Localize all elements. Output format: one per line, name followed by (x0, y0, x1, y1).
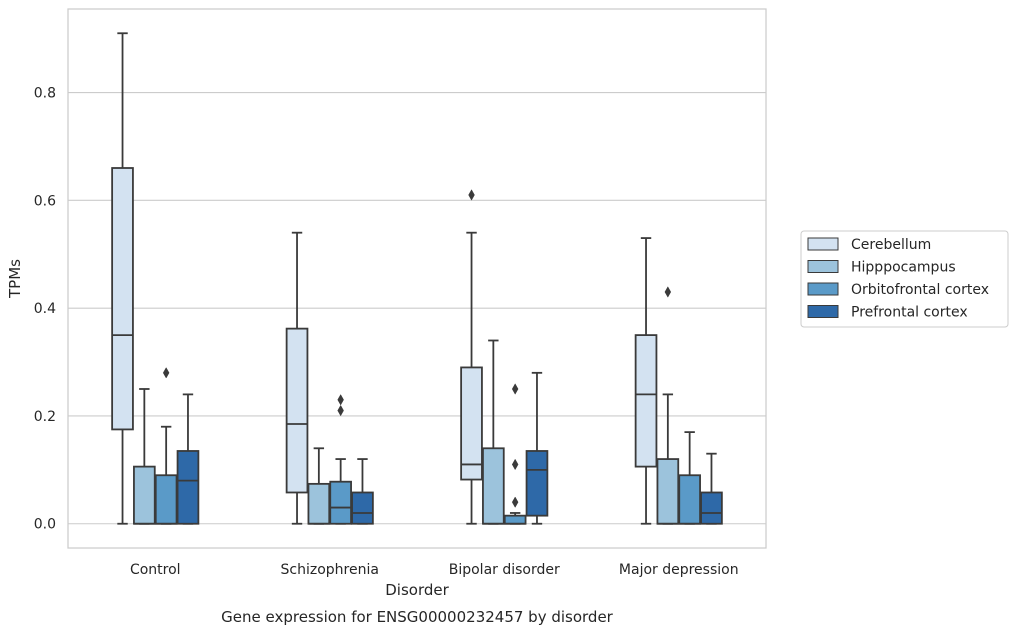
box-group (176, 393, 200, 525)
legend-label: Cerebellum (851, 237, 931, 253)
box-group (329, 394, 352, 525)
x-tick-label: Schizophrenia (281, 562, 379, 578)
box-group (656, 286, 680, 525)
legend-swatch (807, 260, 839, 273)
box (133, 465, 156, 525)
box-group (285, 231, 309, 525)
plot-area-frame (67, 8, 767, 549)
legend-label: Prefrontal cortex (851, 305, 968, 321)
outlier-point (162, 367, 170, 379)
outlier-point (664, 286, 672, 298)
box (285, 327, 309, 494)
boxes (111, 32, 723, 525)
legend-items: Cerebellum Hipppocampus Orbitofrontal cort… (807, 237, 989, 321)
legend-frame (800, 230, 1009, 328)
outlier-point (468, 189, 475, 201)
chart-caption: Gene expression for ENSG00000232457 by d… (221, 608, 614, 626)
legend-label: Orbitofrontal cortex (851, 282, 989, 298)
box-group (700, 452, 723, 525)
y-axis-label: TPMs (6, 259, 24, 299)
box (525, 450, 549, 517)
box (176, 450, 200, 525)
x-tick-label: Bipolar disorder (449, 562, 560, 578)
box (329, 480, 352, 525)
box-group (634, 237, 658, 525)
box (482, 447, 505, 525)
y-tick-label: 0.2 (34, 409, 56, 425)
box (503, 514, 527, 525)
box (700, 491, 723, 525)
box-group (307, 447, 331, 525)
legend-swatch (807, 237, 839, 251)
box-group (154, 367, 178, 525)
box (307, 482, 331, 525)
box (154, 474, 178, 525)
x-tick-label: Control (130, 562, 181, 578)
y-tick-label: 0.4 (34, 301, 56, 317)
outlier-point (511, 458, 519, 471)
legend-label: Hipppocampus (851, 260, 956, 276)
box-group (482, 339, 505, 525)
box (460, 366, 483, 481)
box (634, 334, 658, 468)
x-tick-label: Major depression (619, 562, 739, 578)
box-group (133, 388, 156, 525)
outlier-point (511, 383, 519, 395)
box (656, 458, 680, 525)
y-tick-label: 0.6 (34, 193, 56, 209)
box (351, 491, 374, 525)
box-group (678, 431, 701, 525)
y-tick-label: 0.0 (34, 517, 56, 533)
box-group (503, 383, 527, 525)
y-tick-label: 0.8 (34, 86, 56, 102)
legend-swatch (807, 282, 839, 296)
box (111, 167, 134, 431)
outlier-point (337, 404, 344, 417)
x-tick-labels: Control Schizophrenia Bipolar disorder Majo… (130, 562, 739, 578)
outlier-point (337, 394, 344, 406)
outlier-point (511, 496, 519, 508)
legend: Cerebellum Hipppocampus Orbitofrontal cort… (800, 230, 1009, 328)
box (678, 474, 701, 525)
box-group (351, 458, 374, 525)
y-tick-labels: 0.0 0.2 0.4 0.6 0.8 (34, 86, 56, 533)
box-group (525, 371, 549, 525)
box-group (460, 189, 483, 525)
box-group (111, 32, 134, 525)
legend-swatch (807, 305, 839, 318)
x-axis-label: Disorder (385, 581, 449, 599)
